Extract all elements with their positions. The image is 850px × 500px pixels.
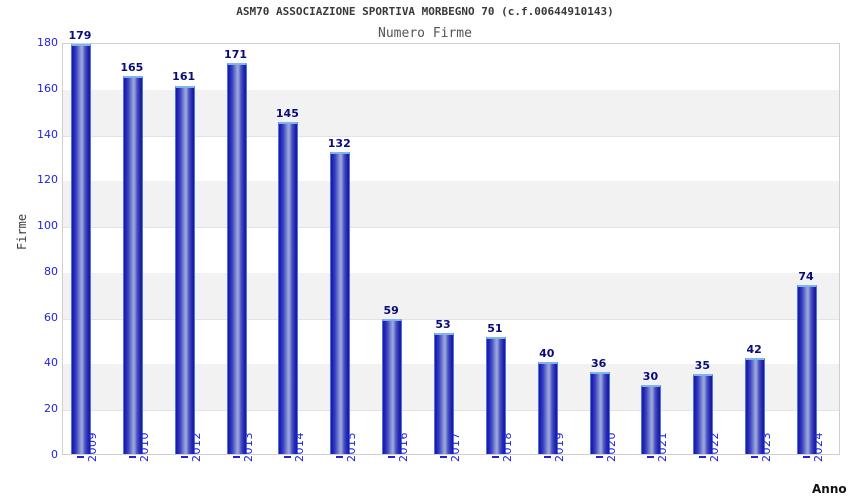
bar-value-label: 171 [224, 47, 248, 61]
x-axis-tick-label: 2017 [449, 432, 462, 462]
bar[interactable] [226, 62, 247, 454]
y-axis-tick-label: 40 [44, 356, 58, 370]
gridline [63, 318, 839, 320]
y-axis-tick-label: 180 [37, 36, 58, 49]
bar-value-label: 74 [798, 269, 814, 283]
y-axis-tick-label: 60 [44, 310, 58, 324]
bar-value-label: 30 [642, 370, 659, 384]
bar-value-label: 36 [590, 356, 607, 370]
y-axis-tick-label: 120 [37, 173, 58, 187]
bar[interactable] [70, 44, 91, 454]
y-axis-tick-labels: 0 20 40 60 80 100 120 140 160 180 [8, 0, 58, 500]
x-axis-tick-label: 2024 [812, 432, 826, 462]
x-axis-tick-label: 2022 [708, 432, 722, 462]
x-axis-tick-mark [128, 456, 136, 458]
bar[interactable] [485, 337, 506, 454]
x-axis-tick-mark [647, 456, 655, 458]
x-axis-tick-mark [180, 456, 188, 458]
x-axis-tick-label: 2015 [345, 432, 359, 462]
x-axis-tick-label: 2012 [189, 432, 203, 462]
bar[interactable] [641, 385, 662, 454]
bar-value-label: 42 [746, 342, 762, 356]
bar-value-label: 161 [172, 70, 196, 84]
x-axis-title: Anno [812, 482, 847, 496]
y-axis-tick-label: 80 [44, 264, 58, 278]
x-axis-tick-mark [595, 456, 603, 458]
bar[interactable] [693, 373, 714, 454]
x-axis-tick-label: 2020 [604, 432, 618, 462]
bar-value-label: 51 [487, 322, 503, 336]
plot-area [62, 43, 840, 455]
x-axis-tick-mark [388, 456, 396, 458]
x-axis-tick-mark [751, 456, 759, 458]
x-axis-tick-label: 2023 [760, 432, 774, 462]
bar[interactable] [382, 318, 403, 454]
bar-value-label: 132 [327, 136, 351, 150]
bar[interactable] [174, 85, 195, 454]
x-axis-tick-mark [491, 456, 499, 458]
gridline [63, 135, 839, 137]
bar-value-label: 179 [68, 29, 92, 43]
x-axis-tick-label: 2014 [293, 432, 307, 462]
chart-title: ASM70 ASSOCIAZIONE SPORTIVA MORBEGNO 70 … [236, 5, 614, 18]
bar[interactable] [434, 332, 454, 454]
bar-value-label: 40 [539, 347, 555, 361]
x-axis-tick-mark [284, 456, 292, 458]
bar-value-label: 53 [435, 317, 451, 331]
bar[interactable] [589, 371, 610, 454]
bar[interactable] [797, 284, 818, 454]
x-axis-tick-mark [232, 456, 240, 458]
x-axis-tick-label: 2009 [85, 432, 99, 462]
y-axis-tick-label: 0 [51, 448, 58, 461]
bar[interactable] [278, 122, 299, 454]
x-axis-tick-mark [543, 456, 551, 458]
x-axis-tick-mark [76, 456, 84, 458]
y-axis-title: Firme [15, 213, 29, 250]
bar-value-label: 145 [275, 107, 299, 121]
chart-subtitle: Numero Firme [378, 26, 472, 41]
bar[interactable] [122, 76, 143, 454]
y-axis-tick-label: 160 [37, 81, 58, 95]
bar-value-label: 59 [383, 303, 399, 317]
x-axis-tick-mark [440, 456, 447, 458]
y-axis-tick-label: 140 [37, 127, 58, 141]
bar-value-label: 35 [694, 358, 710, 372]
y-axis-tick-label: 100 [37, 219, 58, 233]
x-axis-tick-mark [699, 456, 707, 458]
x-axis-tick-label: 2016 [397, 432, 411, 462]
x-axis-tick-label: 2013 [241, 432, 255, 462]
x-axis-tick-label: 2018 [500, 432, 514, 462]
bar[interactable] [330, 151, 351, 454]
bar[interactable] [537, 362, 558, 454]
bar-value-label: 165 [120, 61, 144, 75]
x-axis-tick-mark [803, 456, 811, 458]
x-axis-tick-label: 2021 [656, 432, 670, 462]
x-axis-tick-label: 2019 [552, 432, 566, 462]
y-axis-tick-label: 20 [44, 402, 58, 416]
gridline [63, 227, 839, 229]
bar[interactable] [745, 357, 766, 454]
x-axis-tick-mark [336, 456, 344, 458]
x-axis-tick-label: 2010 [137, 432, 151, 462]
